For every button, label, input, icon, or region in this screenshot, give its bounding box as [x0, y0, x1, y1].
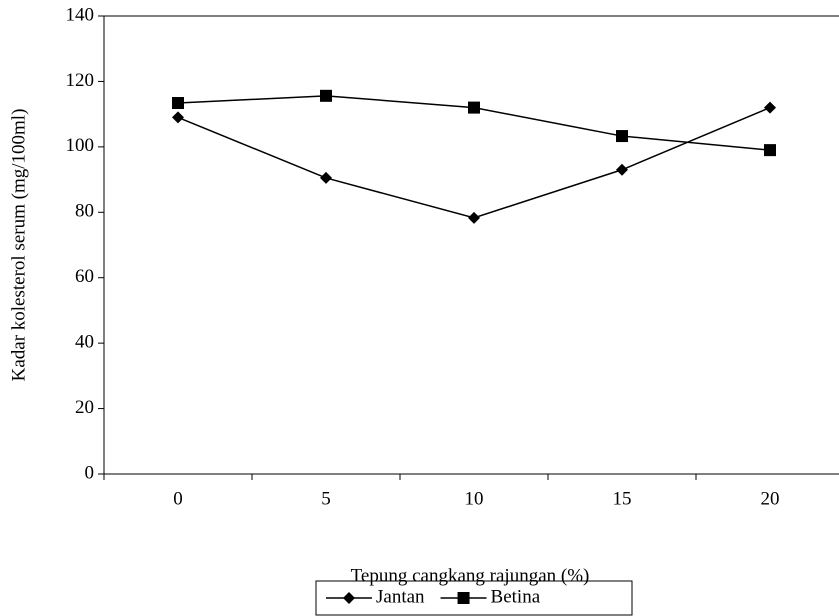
data-point	[172, 111, 184, 124]
data-point	[764, 101, 776, 114]
legend-marker	[457, 592, 470, 604]
data-point	[320, 89, 332, 102]
legend-label: Jantan	[376, 586, 425, 607]
x-tick-label: 0	[173, 488, 183, 509]
legend-marker	[343, 592, 355, 604]
series-line	[177, 106, 771, 219]
x-tick-label: 5	[321, 488, 331, 509]
y-tick-label: 60	[75, 266, 94, 287]
data-point	[616, 163, 628, 176]
data-point	[468, 211, 480, 224]
y-axis-label: Kadar kolesterol serum (mg/100ml)	[8, 109, 29, 382]
x-tick-label: 20	[761, 488, 780, 509]
y-tick-label: 100	[66, 135, 95, 156]
legend-box	[315, 580, 633, 616]
x-tick-label: 15	[613, 488, 632, 509]
x-tick-label: 10	[465, 488, 484, 509]
data-point	[320, 171, 332, 184]
data-point	[468, 101, 480, 114]
y-tick-label: 0	[85, 462, 95, 483]
data-point	[764, 144, 776, 157]
data-point	[172, 97, 184, 110]
y-tick-label: 20	[75, 397, 94, 418]
x-axis-label: Tepung cangkang rajungan (%)	[351, 565, 590, 586]
y-tick-label: 140	[66, 4, 95, 25]
y-tick-label: 80	[75, 201, 94, 222]
y-tick-label: 120	[66, 70, 95, 91]
data-point	[616, 130, 628, 143]
legend-label: Betina	[491, 586, 541, 607]
y-tick-label: 40	[75, 332, 94, 353]
